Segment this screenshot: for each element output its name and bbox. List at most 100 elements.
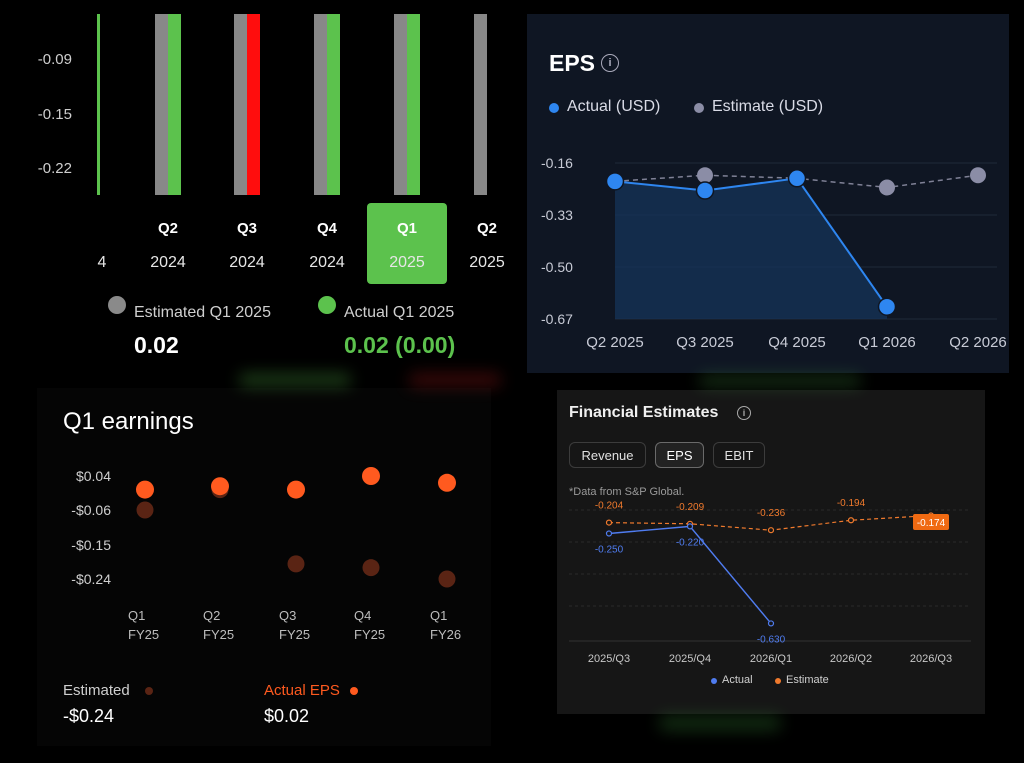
actual-point (877, 297, 897, 317)
estimate-point (879, 179, 895, 196)
estimated-bar (394, 14, 407, 195)
estimate-data-label: -0.209 (676, 502, 705, 513)
financial-estimates-panel: Financial Estimates i Revenue EPS EBIT *… (557, 390, 985, 714)
financial-estimates-title: Financial Estimates (569, 404, 719, 421)
eps-line-chart: -0.16 -0.33 -0.50 -0.67 Q2 2025 Q3 2025 Q4 202… (541, 155, 1007, 351)
x-tick-fy: FY25 (128, 627, 159, 642)
estimated-footer-dot (145, 687, 153, 695)
x-tick-label: Q3 2025 (676, 334, 734, 351)
x-tick-label: Q2 2025 (586, 334, 644, 351)
fe-legend-estimate-dot (775, 678, 781, 684)
estimate-vs-actual-chart: -0.09 -0.15 -0.22 4 Q2 2024 Q3 2024 Q4 2024 Q1 2025… (38, 14, 505, 284)
y-tick-label: -0.67 (541, 311, 573, 327)
estimated-bar (314, 14, 327, 195)
x-tick-fy: FY25 (354, 627, 385, 642)
x-tick-label: 2025/Q3 (588, 653, 630, 665)
quarter-label: Q3 (237, 220, 257, 237)
tab-ebit[interactable]: EBIT (713, 442, 765, 468)
fe-legend-actual-label: Actual (722, 674, 753, 686)
actual-bar (247, 14, 260, 195)
legend-actual-label: Actual (USD) (567, 98, 661, 115)
estimate-point (970, 167, 986, 184)
year-label: 2025 (389, 254, 425, 271)
estimated-bar (474, 14, 487, 195)
x-tick-label: Q1 2026 (858, 334, 916, 351)
estimate-point (767, 527, 775, 534)
x-tick-label: 2025/Q4 (669, 653, 711, 665)
estimated-dot (108, 296, 126, 314)
actual-point (605, 530, 613, 537)
y-tick-label: -0.50 (541, 259, 573, 275)
tab-revenue[interactable]: Revenue (569, 442, 646, 468)
info-icon[interactable]: i (737, 406, 751, 420)
y-tick-label: -0.16 (541, 155, 573, 171)
x-tick-fy: FY26 (430, 627, 461, 642)
x-tick-label: 2026/Q1 (750, 653, 792, 665)
estimate-point (697, 167, 713, 184)
estimate-point (605, 519, 613, 526)
x-tick-quarter: Q1 (128, 608, 145, 623)
q1-earnings-panel: Q1 earnings $0.04 -$0.06 -$0.15 -$0.24 Q1 FY2… (37, 388, 491, 746)
estimated-bar (155, 14, 168, 195)
y-tick-label: -$0.15 (71, 537, 111, 553)
actual-point (136, 480, 154, 499)
x-tick-label: Q4 2025 (768, 334, 826, 351)
y-tick-label: -0.33 (541, 207, 573, 223)
q1-earnings-chart: $0.04 -$0.06 -$0.15 -$0.24 Q1 FY25 Q2 FY25 Q3 FY2… (71, 467, 461, 642)
quarter-label: Q2 (158, 220, 178, 237)
estimate-data-label: -0.194 (837, 498, 866, 509)
estimate-vs-actual-panel: -0.09 -0.15 -0.22 4 Q2 2024 Q3 2024 Q4 2024 Q1 2025… (0, 0, 520, 375)
highlight-label-box (913, 514, 949, 530)
selected-quarter-highlight (367, 203, 447, 284)
estimate-data-label: -0.236 (757, 508, 786, 519)
quarter-label: Q1 (397, 220, 417, 237)
estimated-bar (234, 14, 247, 195)
actual-point (438, 473, 456, 492)
y-tick-label: -$0.06 (71, 502, 111, 518)
estimated-point (136, 501, 154, 519)
actual-bar (407, 14, 420, 195)
actual-point (767, 620, 775, 627)
source-note: *Data from S&P Global. (569, 486, 685, 498)
actual-point (695, 181, 715, 200)
year-label: 2025 (469, 254, 505, 271)
y-tick-label: -0.22 (38, 160, 72, 177)
year-label: 2024 (229, 254, 265, 271)
actual-point (605, 172, 625, 191)
actual-point (287, 480, 305, 499)
y-tick-label: $0.04 (76, 468, 111, 484)
estimated-point (438, 570, 456, 588)
decorative-glow (240, 374, 350, 386)
x-tick-quarter: Q4 (354, 608, 371, 623)
estimate-point (847, 517, 855, 524)
y-tick-label: -0.09 (38, 51, 72, 68)
actual-point (362, 467, 380, 485)
year-label: 4 (98, 254, 107, 271)
x-tick-quarter: Q1 (430, 608, 447, 623)
info-icon[interactable]: i (601, 54, 619, 72)
x-tick-quarter: Q2 (203, 608, 220, 623)
actual-label: Actual Q1 2025 (344, 304, 455, 321)
actual-dot (318, 296, 336, 314)
actual-data-label: -0.630 (757, 634, 786, 645)
y-tick-label: -$0.24 (71, 571, 111, 587)
fe-legend-estimate-label: Estimate (786, 674, 829, 686)
actual-point (211, 477, 229, 496)
year-label: 2024 (309, 254, 345, 271)
legend-estimate-dot (694, 103, 704, 113)
decorative-glow (410, 374, 500, 386)
actual-point (686, 523, 694, 530)
actual-area (615, 178, 887, 319)
tab-eps[interactable]: EPS (655, 442, 704, 468)
x-tick-fy: FY25 (203, 627, 234, 642)
x-tick-label: Q2 2026 (949, 334, 1007, 351)
decorative-glow (700, 376, 860, 386)
estimated-label: Estimated Q1 2025 (134, 304, 271, 321)
actual-data-label: -0.250 (595, 545, 624, 556)
estimated-value: 0.02 (134, 332, 179, 358)
estimate-data-label: -0.204 (595, 501, 624, 512)
actual-value: 0.02 (0.00) (344, 332, 456, 358)
quarter-label: Q2 (477, 220, 497, 237)
actual-footer-dot (350, 687, 358, 695)
year-label: 2024 (150, 254, 186, 271)
